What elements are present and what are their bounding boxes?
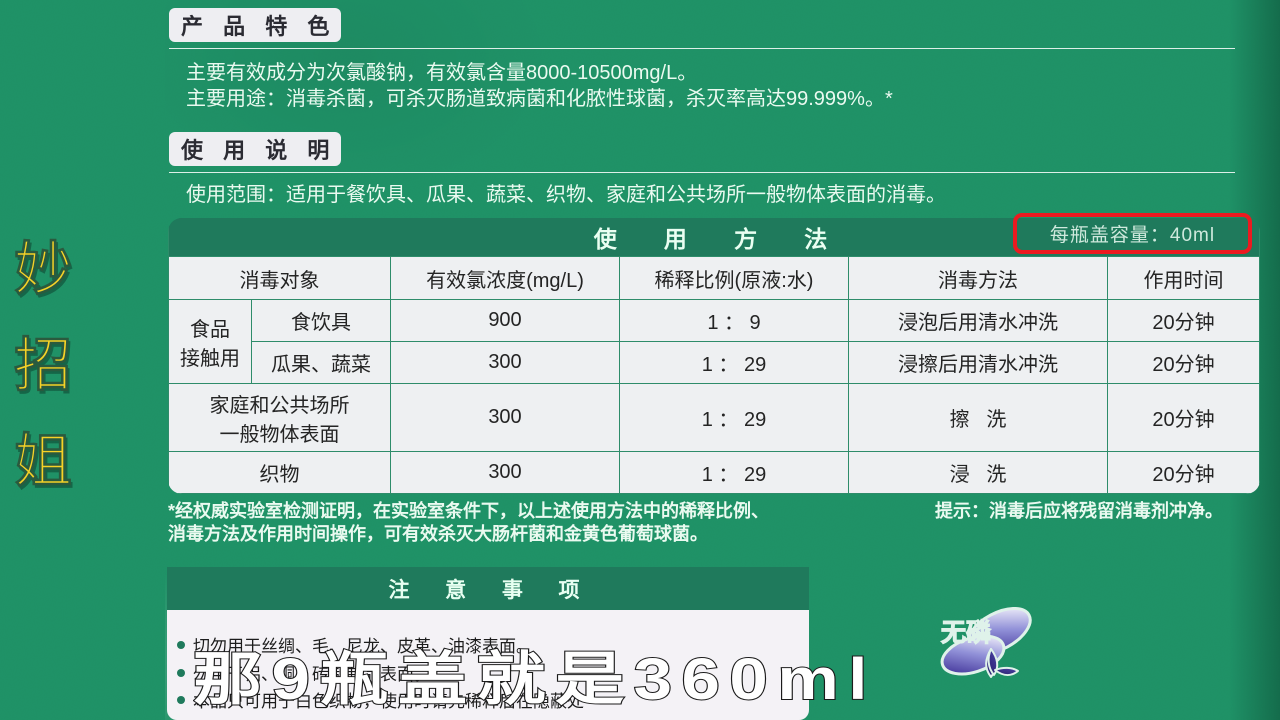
svg-text:无磷: 无磷 — [941, 619, 991, 647]
